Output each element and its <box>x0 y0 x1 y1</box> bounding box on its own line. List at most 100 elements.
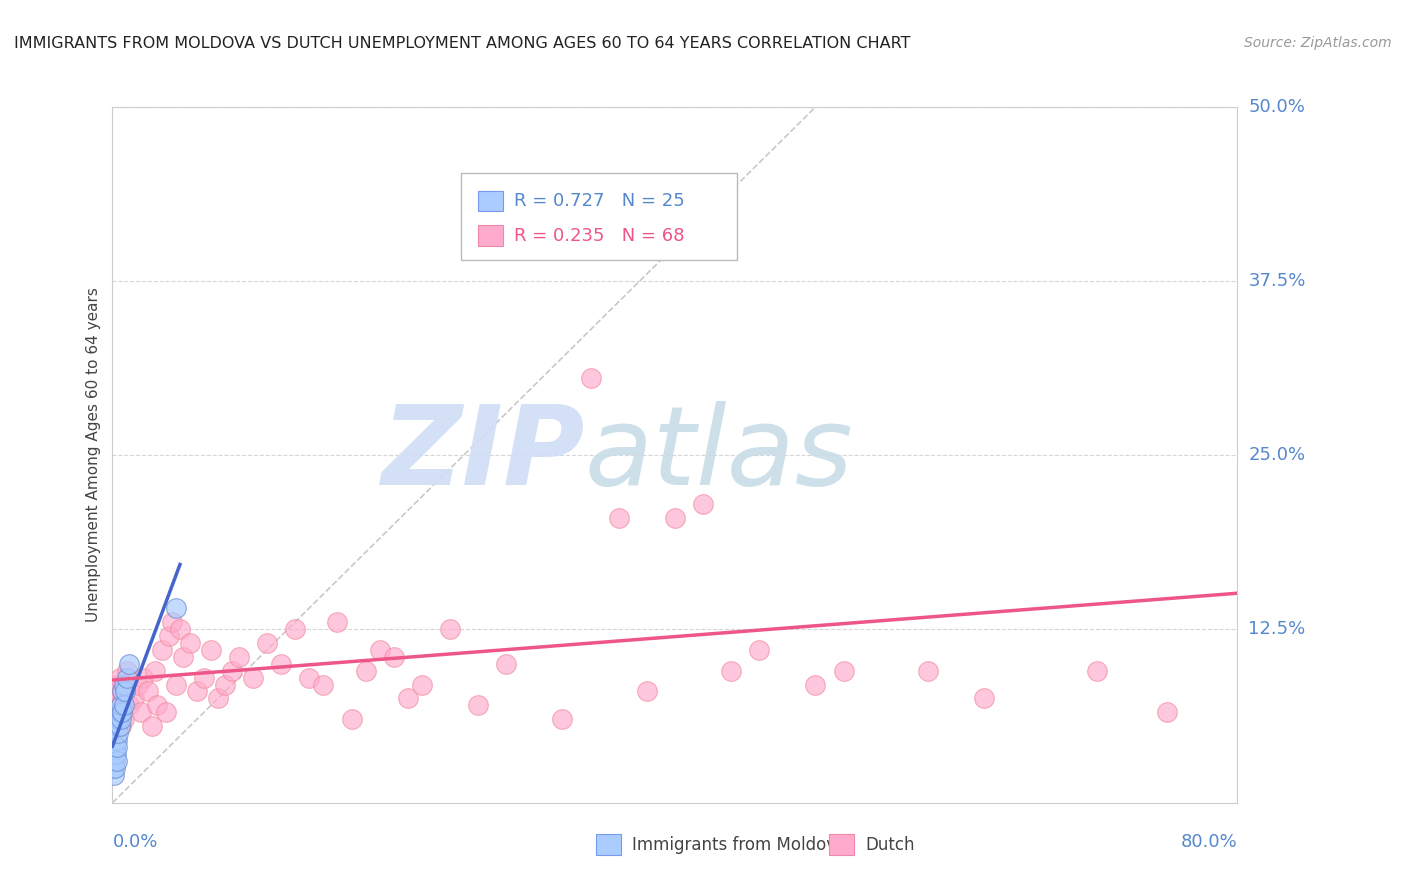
Point <box>150 642 173 657</box>
Point <box>221 664 243 678</box>
Point <box>165 601 187 615</box>
Point <box>112 677 135 691</box>
Point <box>579 371 602 385</box>
Point <box>105 733 128 747</box>
Point <box>105 719 128 733</box>
Text: IMMIGRANTS FROM MOLDOVA VS DUTCH UNEMPLOYMENT AMONG AGES 60 TO 64 YEARS CORRELAT: IMMIGRANTS FROM MOLDOVA VS DUTCH UNEMPLO… <box>14 36 911 51</box>
Point <box>110 712 132 726</box>
Point <box>411 677 433 691</box>
Bar <box>830 834 853 855</box>
Point <box>108 706 131 720</box>
Point <box>270 657 292 671</box>
Point <box>748 642 770 657</box>
Bar <box>478 226 503 246</box>
Point <box>284 622 307 636</box>
Point <box>160 615 183 629</box>
Point <box>104 691 127 706</box>
Point <box>107 726 129 740</box>
Point <box>111 706 134 720</box>
Point <box>114 684 136 698</box>
Point <box>523 211 546 226</box>
Point <box>110 698 132 713</box>
Point <box>108 719 131 733</box>
Point <box>103 712 125 726</box>
Point <box>115 671 138 685</box>
Point <box>129 706 152 720</box>
Point <box>112 698 135 713</box>
Text: 12.5%: 12.5% <box>1249 620 1306 638</box>
Text: Source: ZipAtlas.com: Source: ZipAtlas.com <box>1244 36 1392 50</box>
Point <box>118 657 141 671</box>
Point <box>103 761 124 775</box>
Point <box>127 677 149 691</box>
Point <box>107 706 129 720</box>
Point <box>326 615 349 629</box>
Point <box>141 719 163 733</box>
Point <box>193 671 215 685</box>
Point <box>111 684 134 698</box>
Point <box>172 649 194 664</box>
Point <box>169 622 191 636</box>
Point <box>157 629 180 643</box>
Point <box>214 677 236 691</box>
Point <box>607 510 630 524</box>
Point <box>354 664 377 678</box>
Point <box>298 671 321 685</box>
Point <box>108 698 131 713</box>
Point <box>104 761 127 775</box>
Point <box>200 642 222 657</box>
Point <box>396 691 419 706</box>
Point <box>207 691 229 706</box>
FancyBboxPatch shape <box>461 173 737 260</box>
Text: R = 0.727   N = 25: R = 0.727 N = 25 <box>515 192 685 210</box>
Point <box>108 671 131 685</box>
Point <box>917 664 939 678</box>
Text: Dutch: Dutch <box>865 836 914 854</box>
Point <box>104 754 127 768</box>
Point <box>368 642 391 657</box>
Point <box>103 684 125 698</box>
Point <box>495 657 517 671</box>
Point <box>382 649 405 664</box>
Text: 50.0%: 50.0% <box>1249 98 1305 116</box>
Point <box>973 691 995 706</box>
Point <box>186 684 208 698</box>
Point <box>143 664 166 678</box>
Point <box>256 636 278 650</box>
Point <box>105 754 128 768</box>
Point <box>439 622 461 636</box>
Point <box>103 768 125 782</box>
Point <box>664 510 686 524</box>
Point <box>104 726 127 740</box>
Y-axis label: Unemployment Among Ages 60 to 64 years: Unemployment Among Ages 60 to 64 years <box>86 287 101 623</box>
Point <box>136 684 159 698</box>
Point <box>118 698 141 713</box>
Point <box>104 740 127 755</box>
Point <box>228 649 250 664</box>
Bar <box>596 834 621 855</box>
Point <box>110 719 132 733</box>
Point <box>155 706 177 720</box>
Text: 80.0%: 80.0% <box>1181 833 1237 851</box>
Point <box>1156 706 1178 720</box>
Point <box>636 684 658 698</box>
Text: R = 0.235   N = 68: R = 0.235 N = 68 <box>515 227 685 244</box>
Text: atlas: atlas <box>585 401 853 508</box>
Point <box>107 712 129 726</box>
Point <box>122 691 145 706</box>
Point <box>692 497 714 511</box>
Point <box>1085 664 1108 678</box>
Point <box>146 698 169 713</box>
Point <box>105 747 127 761</box>
Point <box>340 712 363 726</box>
Point <box>804 677 827 691</box>
Point <box>112 712 135 726</box>
Point <box>111 684 134 698</box>
Point <box>242 671 264 685</box>
Point <box>179 636 201 650</box>
Text: 37.5%: 37.5% <box>1249 272 1306 290</box>
Point <box>107 740 129 755</box>
Text: 0.0%: 0.0% <box>112 833 157 851</box>
Point <box>103 747 125 761</box>
Text: 25.0%: 25.0% <box>1249 446 1306 464</box>
